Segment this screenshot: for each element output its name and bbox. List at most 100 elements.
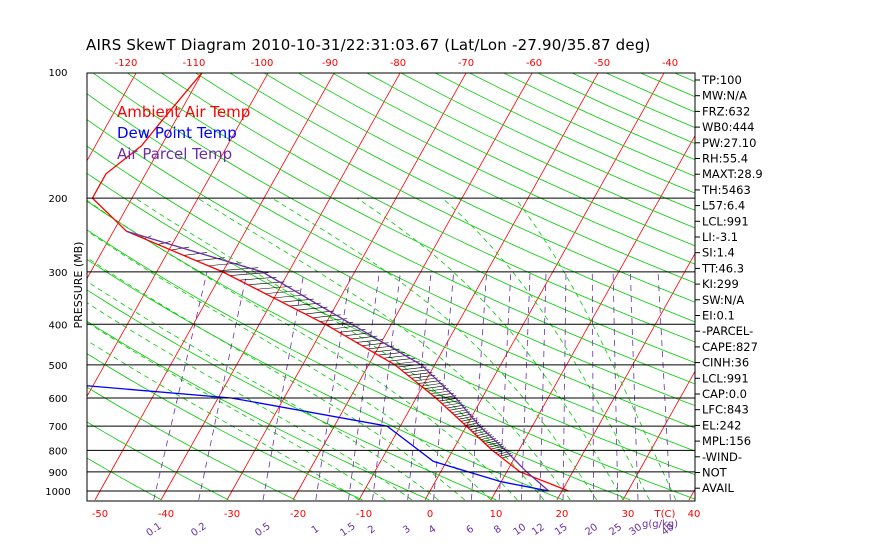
series-line-ambient-air-temp — [91, 73, 569, 492]
x-bottom-tick-label: -40 — [158, 509, 174, 520]
cape-hatch-line — [408, 372, 433, 376]
mixing-ratio-label: 6 — [464, 524, 476, 537]
x-top-tick-label: -100 — [251, 58, 274, 69]
moist-adiabat — [87, 257, 465, 501]
dry-adiabat — [263, 73, 695, 284]
mixing-ratio-label: 8 — [492, 524, 504, 537]
dry-adiabat — [229, 73, 695, 303]
dry-adiabat — [126, 73, 695, 364]
stability-index: SI:1.4 — [702, 246, 735, 260]
dry-adiabat — [434, 73, 695, 194]
frame — [86, 72, 696, 502]
x-top-tick-label: -90 — [322, 58, 338, 69]
mixing-ratio-label: 1 — [310, 524, 322, 537]
mixing-ratio-label: 4 — [427, 524, 439, 537]
mixing-ratio-label: 1.5 — [338, 521, 357, 539]
stability-index: MW:N/A — [702, 89, 747, 103]
dry-adiabat — [87, 93, 695, 407]
cape-hatch-line — [439, 397, 459, 402]
pressure-tick-label: 400 — [48, 320, 67, 331]
cape-hatch-line — [421, 382, 444, 387]
isotherm-line — [490, 134, 695, 501]
stability-index: CINH:36 — [702, 356, 749, 370]
dry-adiabat — [775, 72, 870, 500]
dry-adiabat — [468, 73, 695, 177]
isotherm-line — [87, 73, 137, 162]
mixing-ratio-label: 0.1 — [144, 521, 163, 539]
mixing-ratio-line — [470, 271, 488, 500]
cape-hatch-line — [401, 366, 427, 371]
x-bottom-tick-label: 30 — [622, 509, 635, 520]
dry-adiabat — [87, 457, 162, 501]
moist-adiabat — [87, 280, 439, 501]
pressure-tick-label: 700 — [48, 422, 67, 433]
stability-index: -PARCEL- — [702, 324, 753, 338]
stability-index: CAP:0.0 — [702, 387, 747, 401]
mixing-ratio-line — [562, 271, 567, 500]
dry-adiabat — [87, 258, 564, 501]
stability-index: MPL:156 — [702, 434, 751, 448]
stability-index: RH:55.4 — [702, 152, 748, 166]
dry-adiabat — [87, 229, 631, 501]
mixing-ratio-line — [498, 271, 512, 500]
dry-adiabat — [331, 73, 695, 247]
moist-adiabat — [87, 302, 413, 501]
cape-hatch-line — [170, 246, 190, 251]
pressure-tick-label: 600 — [48, 394, 67, 405]
stability-index: CAPE:827 — [702, 340, 758, 354]
mixing-ratio-label: 15 — [553, 522, 570, 538]
mixing-ratio-line — [315, 271, 352, 500]
x-top-tick-label: -40 — [662, 58, 678, 69]
stability-index: TP:100 — [701, 73, 742, 87]
mixing-ratio-line — [629, 271, 639, 500]
mixing-ratio-label: 0.5 — [253, 521, 272, 539]
mixing-ratio-line — [521, 271, 531, 500]
dry-adiabat — [87, 172, 695, 476]
dry-adiabat — [87, 421, 229, 501]
moist-adiabat — [87, 230, 492, 501]
mixing-ratio-line — [372, 271, 401, 500]
mixing-ratio-line — [407, 271, 432, 500]
dry-adiabat — [92, 73, 695, 385]
dry-adiabat — [87, 320, 430, 501]
mixing-ratio-line — [657, 271, 671, 500]
isotherm-line — [622, 370, 695, 501]
x-bottom-tick-label: 0 — [427, 509, 433, 520]
stability-index: TH:5463 — [701, 183, 751, 197]
dry-adiabat — [87, 386, 296, 501]
isotherm-line — [0, 72, 5, 500]
cape-hatch-line — [444, 402, 463, 407]
x-top-tick-label: -60 — [526, 58, 542, 69]
stability-index: AVAIL — [702, 481, 735, 495]
pressure-tick-label: 100 — [48, 68, 67, 79]
isotherm-line — [821, 72, 870, 500]
x-top-tick-label: -80 — [390, 58, 406, 69]
moist-adiabat — [356, 197, 624, 501]
dry-adiabat — [741, 72, 870, 500]
mixing-ratio-label: 25 — [607, 522, 624, 538]
pressure-tick-label: 300 — [48, 268, 67, 279]
isotherm-line — [87, 73, 269, 398]
stability-index: PW:27.10 — [702, 136, 756, 150]
pressure-tick-label: 900 — [48, 468, 67, 479]
x-bottom-tick-label: -10 — [356, 509, 372, 520]
mixing-ratio-label: 3 — [401, 524, 413, 537]
x-top-tick-label: -50 — [594, 58, 610, 69]
cape-hatch-line — [441, 400, 461, 404]
x-bottom-tick-label: -20 — [290, 509, 306, 520]
dry-adiabat — [297, 73, 695, 265]
stability-index: LCL:991 — [702, 214, 749, 228]
dry-adiabat — [195, 73, 695, 323]
cape-hatch-line — [414, 377, 438, 382]
cape-hatch-line — [417, 380, 441, 384]
mixing-ratio-label: 0.2 — [189, 521, 208, 539]
legend-entry: Ambient Air Temp — [117, 103, 250, 121]
stability-index: LCL:991 — [702, 371, 749, 385]
cape-hatch-line — [256, 285, 292, 290]
cape-hatch-line — [265, 290, 300, 294]
legend-entry: Dew Point Temp — [117, 124, 237, 142]
legend: Ambient Air Temp Dew Point Temp Air Parcel… — [117, 103, 250, 163]
mixing-ratio-label: 10 — [512, 522, 529, 538]
